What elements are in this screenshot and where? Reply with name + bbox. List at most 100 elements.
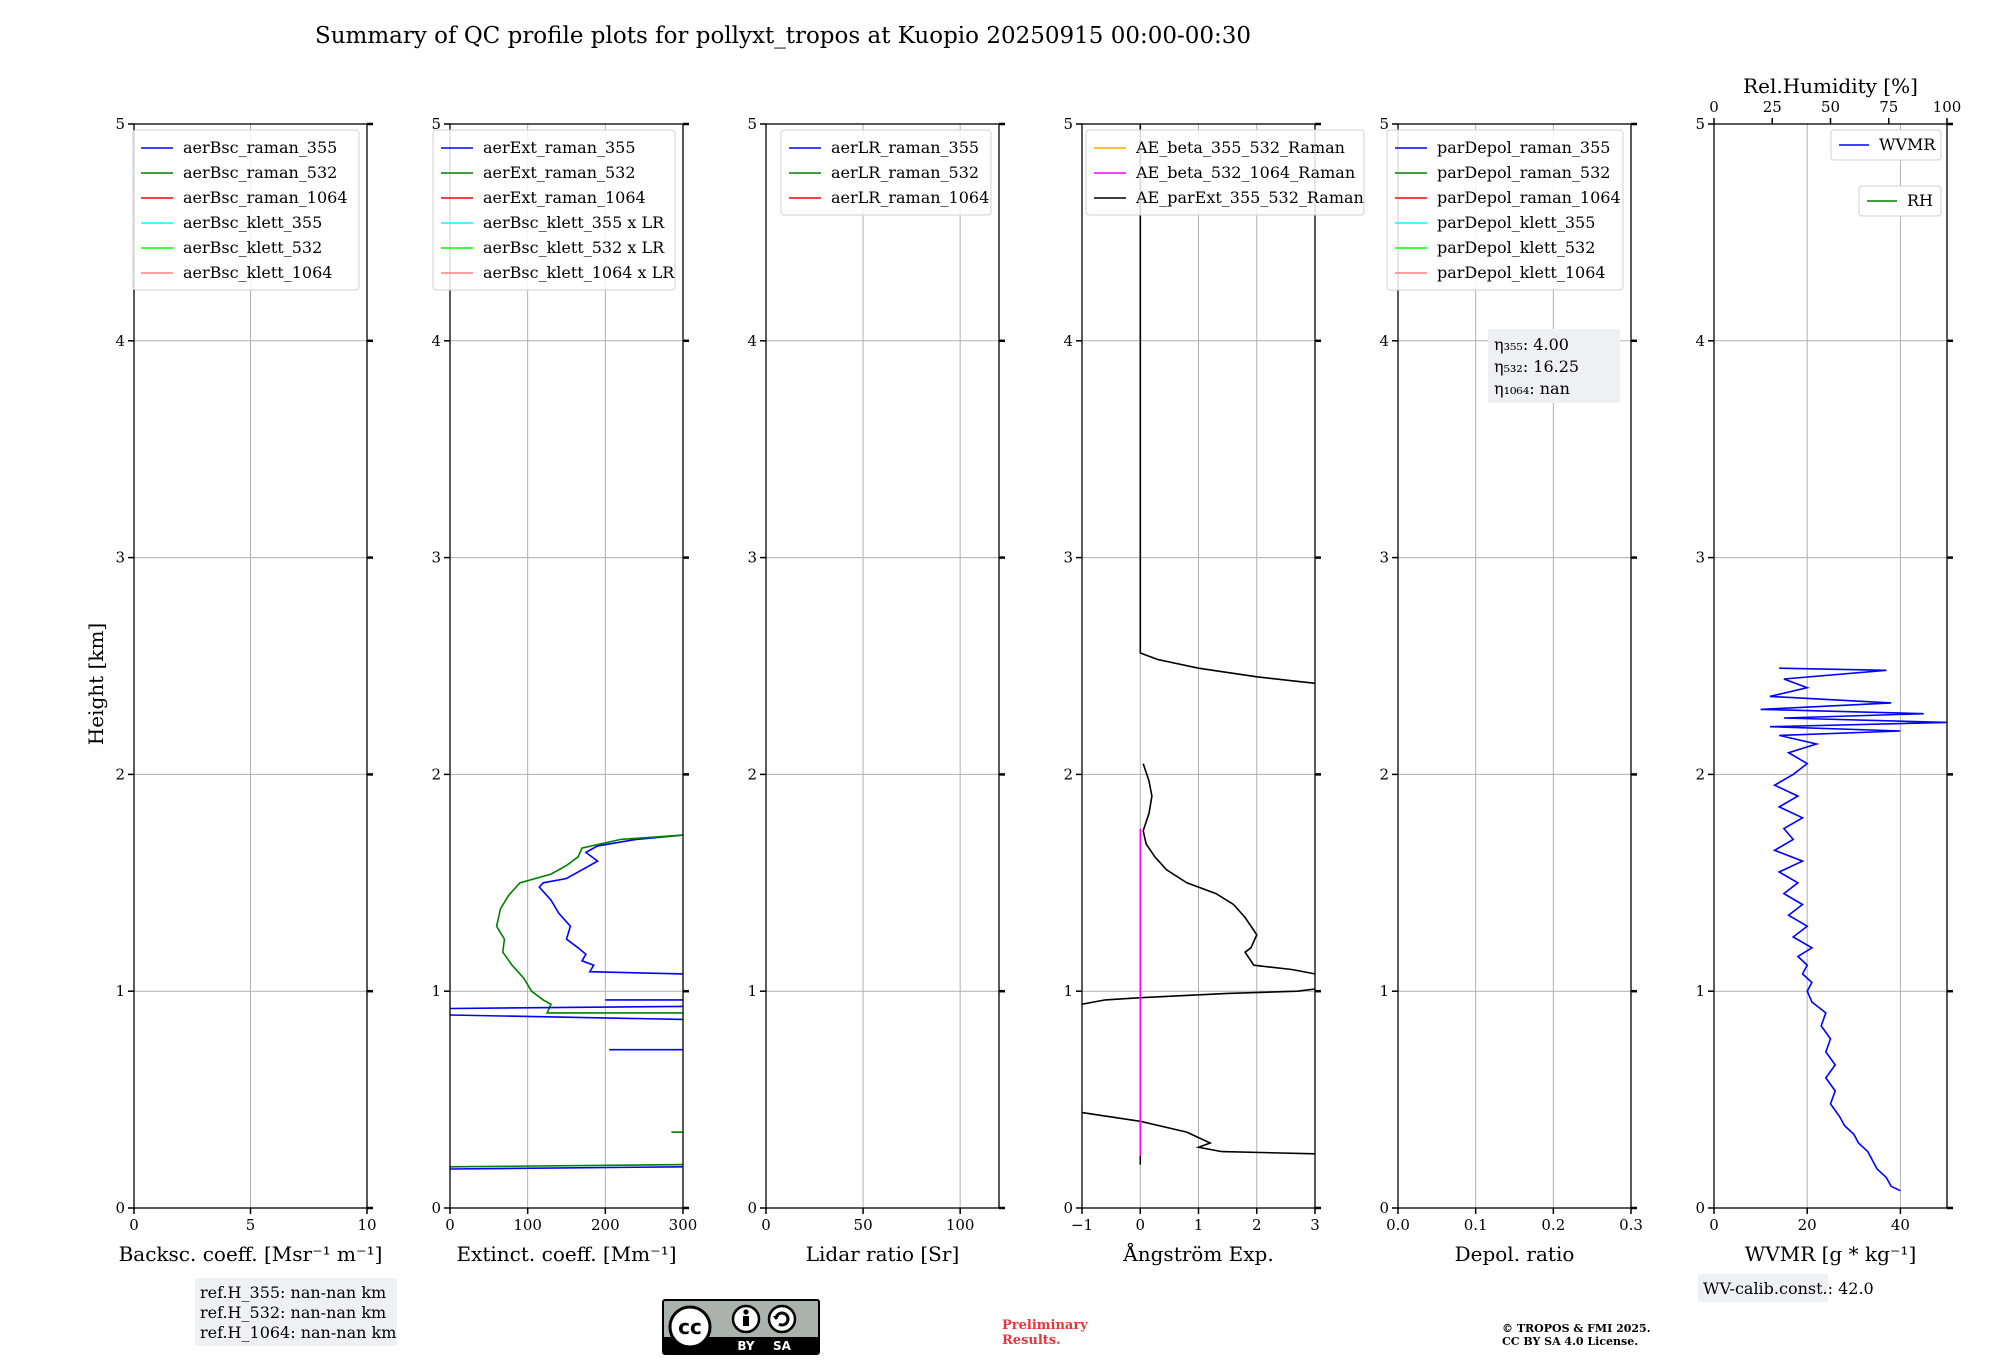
series-line-ext-7 <box>450 1163 683 1168</box>
series-line-ae-2 <box>1082 988 1315 1005</box>
x-tick-label: 200 <box>591 1216 620 1234</box>
x-axis-label: Ångström Exp. <box>1122 1241 1273 1266</box>
y-tick-label: 2 <box>1379 765 1389 783</box>
legend-label: parDepol_klett_355 <box>1437 213 1595 232</box>
y-tick-label: 5 <box>1379 115 1389 133</box>
legend-label: aerExt_raman_1064 <box>483 188 646 207</box>
legend-box <box>1858 185 1942 217</box>
y-tick-label: 4 <box>431 332 441 350</box>
y-tick-label: 1 <box>431 982 441 1000</box>
y-tick-label: 5 <box>1695 115 1705 133</box>
wv-calib-text: WV-calib.const.: 42.0 <box>1703 1279 1874 1298</box>
preliminary-text-2: Results. <box>1002 1333 1061 1348</box>
copyright-text-2: CC BY SA 4.0 License. <box>1502 1335 1638 1348</box>
ref-h-355-text: ref.H_355: nan-nan km <box>200 1283 386 1302</box>
x-tick-label: 5 <box>246 1216 256 1234</box>
series-line-ext-3 <box>450 1014 683 1021</box>
ref-h-532-text: ref.H_532: nan-nan km <box>200 1303 386 1322</box>
y-tick-label: 4 <box>115 332 125 350</box>
y-tick-label: 5 <box>1063 115 1073 133</box>
legend-box <box>1830 129 1942 161</box>
legend-label: parDepol_klett_532 <box>1437 238 1595 257</box>
y-tick-label: 0 <box>1695 1199 1705 1217</box>
y-tick-label: 2 <box>1063 765 1073 783</box>
top-tick-label: 75 <box>1879 98 1898 116</box>
axes-frame <box>449 123 684 1209</box>
series-line-ext-2 <box>450 1005 683 1010</box>
ref-h-1064-text: ref.H_1064: nan-nan km <box>200 1323 396 1342</box>
y-tick-label: 1 <box>1695 982 1705 1000</box>
legend-label: parDepol_raman_532 <box>1437 163 1610 182</box>
y-tick-label: 2 <box>1695 765 1705 783</box>
x-axis-label: Depol. ratio <box>1455 1242 1575 1266</box>
copyright-text-1: © TROPOS & FMI 2025. <box>1502 1322 1651 1335</box>
legend-label: aerBsc_raman_355 <box>183 138 337 157</box>
y-tick-label: 3 <box>1379 549 1389 567</box>
axes-frame <box>133 123 368 1209</box>
x-tick-label: 0 <box>1135 1216 1145 1234</box>
x-axis-label: Backsc. coeff. [Msr⁻¹ m⁻¹] <box>119 1242 383 1266</box>
legend-label: AE_parExt_355_532_Raman <box>1135 188 1364 207</box>
panel-depol: 0 1 2 3 4 5 0.0 0.1 0.2 0.3 Depol. ratio parDepol_r… <box>1379 115 1642 1266</box>
x-axis-label: WVMR [g * kg⁻¹] <box>1745 1242 1917 1266</box>
cc-sa-label: SA <box>773 1339 792 1353</box>
legend-label: AE_beta_355_532_Raman <box>1135 138 1345 157</box>
legend-box <box>780 129 992 216</box>
y-tick-label: 3 <box>747 549 757 567</box>
cc-icon <box>668 1305 712 1349</box>
eta-532-text: η₅₃₂: 16.25 <box>1494 357 1579 376</box>
x-tick-label: 0.3 <box>1619 1216 1643 1234</box>
y-tick-label: 1 <box>1379 982 1389 1000</box>
y-tick-label: 3 <box>115 549 125 567</box>
legend-label: aerBsc_klett_355 <box>183 213 322 232</box>
legend-label: RH <box>1907 191 1933 210</box>
eta-1064-text: η₁₀₆₄: nan <box>1494 379 1570 398</box>
legend-label: parDepol_klett_1064 <box>1437 263 1606 282</box>
x-tick-label: 0 <box>445 1216 455 1234</box>
y-tick-label: 2 <box>115 765 125 783</box>
x-tick-label: 1 <box>1194 1216 1204 1234</box>
x-tick-label: 10 <box>357 1216 376 1234</box>
legend-label: aerBsc_klett_1064 <box>183 263 332 282</box>
x-axis-label: Lidar ratio [Sr] <box>806 1242 960 1266</box>
x-tick-label: 0 <box>761 1216 771 1234</box>
ref-height-box: ref.H_355: nan-nan km ref.H_532: nan-nan… <box>195 1278 397 1346</box>
legend-box <box>432 129 676 291</box>
x-tick-label: 100 <box>946 1216 975 1234</box>
series-line-ext-0 <box>538 834 683 975</box>
y-tick-label: 0 <box>431 1199 441 1217</box>
axes-frame <box>1081 123 1316 1209</box>
figure-title: Summary of QC profile plots for pollyxt_… <box>315 23 1251 49</box>
x-tick-label: 40 <box>1891 1216 1910 1234</box>
legend-label: aerExt_raman_355 <box>483 138 636 157</box>
x-tick-label: 0 <box>1709 1216 1719 1234</box>
y-tick-label: 0 <box>747 1199 757 1217</box>
preliminary-text-1: Preliminary <box>1002 1318 1088 1333</box>
x-axis-label: Extinct. coeff. [Mm⁻¹] <box>456 1242 676 1266</box>
y-tick-label: 5 <box>747 115 757 133</box>
panel-bsc: 0 1 2 3 4 5 0 5 10 Backsc. coeff. [Msr⁻¹ m⁻¹] aerB… <box>115 115 382 1266</box>
top-tick-label: 100 <box>1933 98 1962 116</box>
series-line-ext-6 <box>450 1166 683 1170</box>
axes-frame <box>765 123 1000 1209</box>
y-tick-label: 4 <box>1695 332 1705 350</box>
series-line-ae-0 <box>1139 124 1315 685</box>
eta-355-text: η₃₅₅: 4.00 <box>1494 335 1569 354</box>
panel-ext: 0 1 2 3 4 5 0 100 200 300 Extinct. coeff. [Mm⁻¹] ae… <box>431 115 697 1266</box>
y-tick-label: 5 <box>115 115 125 133</box>
top-tick-label: 0 <box>1709 98 1719 116</box>
series-line-ext-1 <box>495 834 683 1014</box>
x-tick-label: 0.1 <box>1464 1216 1488 1234</box>
legend-label: aerBsc_raman_1064 <box>183 188 348 207</box>
x-tick-label: 0.2 <box>1541 1216 1565 1234</box>
legend-box <box>1085 129 1365 216</box>
y-tick-label: 4 <box>1379 332 1389 350</box>
legend-label: aerLR_raman_532 <box>831 163 979 182</box>
y-tick-label: 2 <box>747 765 757 783</box>
legend-label: aerBsc_klett_532 <box>183 238 322 257</box>
legend-label: aerBsc_klett_1064 x LR <box>483 263 675 282</box>
